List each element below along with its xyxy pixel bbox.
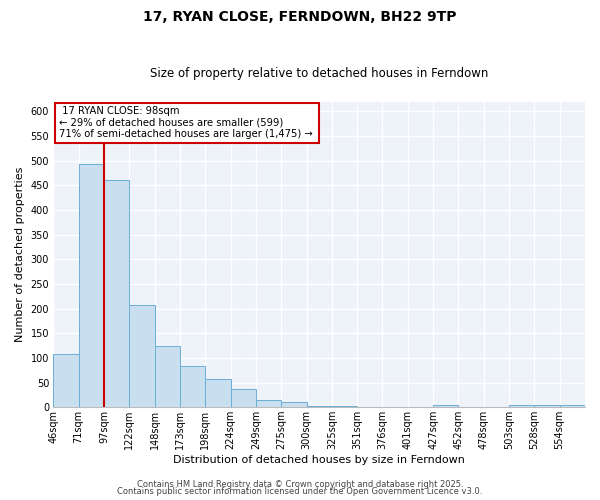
Bar xyxy=(332,406,357,407)
Text: 17 RYAN CLOSE: 98sqm
← 29% of detached houses are smaller (599)
71% of semi-deta: 17 RYAN CLOSE: 98sqm ← 29% of detached h… xyxy=(59,106,316,140)
Bar xyxy=(79,164,104,407)
Bar xyxy=(433,405,458,407)
Text: Contains public sector information licensed under the Open Government Licence v3: Contains public sector information licen… xyxy=(118,487,482,496)
Bar xyxy=(129,305,155,407)
X-axis label: Distribution of detached houses by size in Ferndown: Distribution of detached houses by size … xyxy=(173,455,465,465)
Title: Size of property relative to detached houses in Ferndown: Size of property relative to detached ho… xyxy=(150,66,488,80)
Bar xyxy=(230,389,256,407)
Bar xyxy=(509,405,535,407)
Text: Contains HM Land Registry data © Crown copyright and database right 2025.: Contains HM Land Registry data © Crown c… xyxy=(137,480,463,489)
Bar xyxy=(281,402,307,407)
Bar xyxy=(307,406,332,407)
Bar xyxy=(155,346,180,407)
Bar xyxy=(535,405,560,407)
Bar xyxy=(205,378,230,407)
Bar xyxy=(180,366,205,407)
Y-axis label: Number of detached properties: Number of detached properties xyxy=(15,166,25,342)
Text: 17, RYAN CLOSE, FERNDOWN, BH22 9TP: 17, RYAN CLOSE, FERNDOWN, BH22 9TP xyxy=(143,10,457,24)
Bar xyxy=(560,405,585,407)
Bar xyxy=(53,354,79,407)
Bar xyxy=(256,400,281,407)
Bar xyxy=(104,180,129,407)
